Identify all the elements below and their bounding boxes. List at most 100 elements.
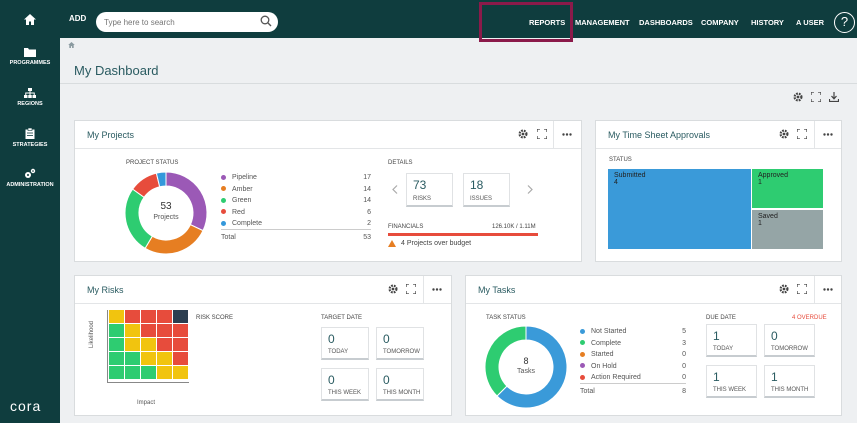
sidebar-item-regions[interactable]: REGIONS: [0, 88, 60, 107]
legend-value: 0: [682, 362, 686, 370]
more-options-icon[interactable]: [823, 133, 833, 136]
date-tile[interactable]: 0 THIS MONTH: [376, 368, 424, 401]
legend-item[interactable]: Red 6: [221, 209, 371, 216]
axis-spacer: [107, 385, 109, 386]
home-button[interactable]: [0, 0, 60, 38]
donut-slice[interactable]: [496, 325, 568, 409]
settings-gear-icon[interactable]: [779, 129, 789, 139]
tile-label: THIS WEEK: [713, 387, 747, 393]
settings-gear-icon[interactable]: [388, 284, 398, 294]
date-tile[interactable]: 1 TODAY: [706, 324, 757, 357]
settings-gear-icon[interactable]: [518, 129, 528, 139]
risk-matrix-cell[interactable]: [141, 366, 156, 379]
nav-reports[interactable]: REPORTS: [529, 18, 566, 27]
over-budget-text[interactable]: 4 Projects over budget: [401, 240, 472, 247]
risk-matrix-cell[interactable]: [173, 310, 188, 323]
fullscreen-icon[interactable]: [537, 129, 547, 139]
breadcrumb-home-icon[interactable]: [68, 42, 75, 48]
legend-item[interactable]: Pipeline 17: [221, 174, 371, 181]
page-title: My Dashboard: [74, 63, 159, 78]
search-icon[interactable]: [260, 15, 272, 27]
more-options-icon[interactable]: [562, 133, 572, 136]
date-tile[interactable]: 0 TOMORROW: [376, 327, 424, 360]
settings-gear-icon[interactable]: [793, 92, 803, 102]
sidebar-item-strategies[interactable]: STRATEGIES: [0, 128, 60, 148]
legend-total: Total 8: [580, 388, 686, 395]
date-tile[interactable]: 1 THIS MONTH: [764, 365, 815, 398]
sidebar-item-programmes[interactable]: PROGRAMMES: [0, 47, 60, 66]
risk-matrix-cell[interactable]: [157, 310, 172, 323]
risk-matrix-cell[interactable]: [109, 366, 124, 379]
fullscreen-icon[interactable]: [811, 92, 821, 102]
approved-block[interactable]: Approved 1: [752, 169, 823, 208]
legend-item[interactable]: Green 14: [221, 197, 371, 204]
nav-history[interactable]: HISTORY: [751, 18, 784, 27]
risk-matrix-cell[interactable]: [157, 352, 172, 365]
fullscreen-icon[interactable]: [406, 284, 416, 294]
saved-label: Saved: [758, 213, 778, 220]
legend-item[interactable]: Not Started 5: [580, 328, 686, 335]
risk-matrix-cell[interactable]: [125, 324, 140, 337]
help-button[interactable]: ?: [834, 12, 855, 33]
risk-matrix-cell[interactable]: [173, 338, 188, 351]
risk-matrix-cell[interactable]: [157, 366, 172, 379]
nav-user[interactable]: A USER: [796, 18, 825, 27]
legend-item[interactable]: Complete 3: [580, 340, 686, 347]
date-tile[interactable]: 0 THIS WEEK: [321, 368, 369, 401]
risk-matrix-cell[interactable]: [173, 352, 188, 365]
risk-matrix-cell[interactable]: [125, 310, 140, 323]
donut-slice[interactable]: [155, 171, 167, 188]
add-button[interactable]: ADD: [69, 14, 87, 23]
date-tile[interactable]: 0 TODAY: [321, 327, 369, 360]
legend-item[interactable]: Complete 2: [221, 220, 371, 227]
saved-block[interactable]: Saved 1: [752, 210, 823, 249]
fullscreen-icon[interactable]: [797, 284, 807, 294]
risk-matrix-cell[interactable]: [141, 352, 156, 365]
risk-matrix-cell[interactable]: [109, 338, 124, 351]
chevron-left-icon[interactable]: [392, 185, 398, 194]
risk-matrix-cell[interactable]: [173, 324, 188, 337]
chevron-right-icon[interactable]: [527, 185, 533, 194]
risk-matrix-cell[interactable]: [157, 338, 172, 351]
risks-tile[interactable]: 73 RISKS: [406, 173, 453, 207]
fullscreen-icon[interactable]: [797, 129, 807, 139]
overdue-label[interactable]: 4 OVERDUE: [792, 315, 827, 321]
submitted-block[interactable]: Submitted 4: [608, 169, 751, 249]
sidebar-item-administration[interactable]: ADMINISTRATION: [0, 168, 60, 188]
risk-matrix-cell[interactable]: [141, 310, 156, 323]
risk-matrix-cell[interactable]: [157, 324, 172, 337]
more-options-icon[interactable]: [432, 288, 442, 291]
settings-gear-icon[interactable]: [779, 284, 789, 294]
date-tile[interactable]: 1 THIS WEEK: [706, 365, 757, 398]
legend-item[interactable]: Action Required 0: [580, 374, 686, 381]
search-input[interactable]: [104, 15, 254, 29]
nav-company[interactable]: COMPANY: [701, 18, 739, 27]
risk-matrix-cell[interactable]: [141, 324, 156, 337]
risk-matrix-cell[interactable]: [125, 352, 140, 365]
risk-matrix-cell[interactable]: [125, 338, 140, 351]
reports-highlight: [479, 2, 573, 42]
risk-matrix-cell[interactable]: [173, 366, 188, 379]
risk-matrix-cell[interactable]: [109, 310, 124, 323]
legend-item[interactable]: Started 0: [580, 351, 686, 358]
more-options-icon[interactable]: [823, 288, 833, 291]
legend-label: Amber: [232, 185, 253, 193]
donut-slice[interactable]: [144, 223, 204, 255]
date-tile[interactable]: 0 TOMORROW: [764, 324, 815, 357]
nav-dashboards[interactable]: DASHBOARDS: [639, 18, 693, 27]
nav-management[interactable]: MANAGEMENT: [575, 18, 630, 27]
risk-matrix-cell[interactable]: [125, 366, 140, 379]
donut-label: Tasks: [517, 368, 535, 375]
risk-matrix-cell[interactable]: [109, 324, 124, 337]
donut-slice[interactable]: [484, 325, 527, 397]
project-status-donut[interactable]: [124, 171, 208, 255]
download-icon[interactable]: [829, 92, 839, 102]
submitted-value: 4: [614, 179, 618, 186]
risk-matrix-cell[interactable]: [109, 352, 124, 365]
legend-label: Green: [232, 197, 252, 204]
legend-item[interactable]: On Hold 0: [580, 363, 686, 370]
issues-tile[interactable]: 18 ISSUES: [463, 173, 510, 207]
risk-matrix-cell[interactable]: [141, 338, 156, 351]
task-status-donut[interactable]: [484, 325, 568, 409]
legend-item[interactable]: Amber 14: [221, 186, 371, 193]
